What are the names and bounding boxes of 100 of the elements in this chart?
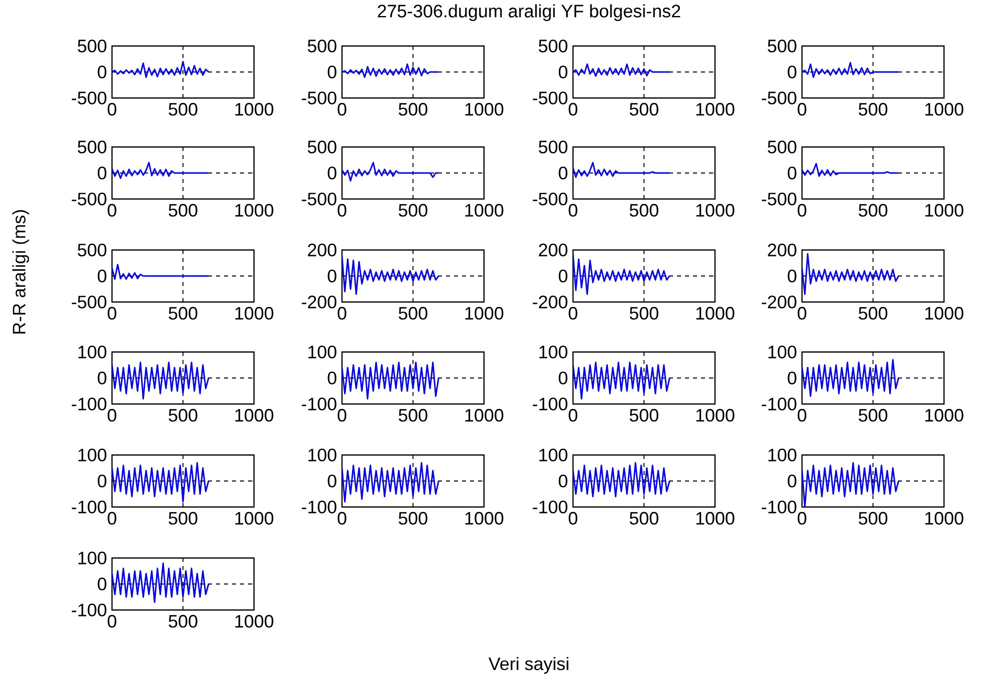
line-series <box>802 359 900 397</box>
y-tick-label: -500 <box>762 92 796 104</box>
text: 275-306.dugum araligi YF bolgesi-ns2 <box>378 4 680 22</box>
y-tick-label: -500 <box>762 192 796 206</box>
line-series <box>802 462 900 507</box>
y-tick-label: -200 <box>302 296 336 308</box>
y-tick-label: 0 <box>788 166 796 180</box>
x-tick-label: 0 <box>568 408 578 422</box>
y-tick-label: -100 <box>302 500 336 514</box>
x-tick-label: 500 <box>168 408 198 422</box>
x-tick-label: 500 <box>168 102 198 116</box>
x-tick-label: 0 <box>798 102 806 116</box>
line-series <box>112 362 210 400</box>
x-tick-label: 500 <box>168 204 198 217</box>
y-tick-label: 0 <box>328 166 336 180</box>
x-tick-label: 500 <box>398 306 428 320</box>
x-tick-label: 0 <box>338 408 346 422</box>
y-tick-label: 500 <box>78 140 106 154</box>
y-tick-label: 0 <box>98 474 106 488</box>
line-series <box>342 462 440 503</box>
x-tick-label: 1000 <box>235 408 274 422</box>
x-tick-label: 0 <box>108 102 116 116</box>
x-tick-label: 500 <box>630 204 658 217</box>
y-tick-label: -500 <box>302 92 336 104</box>
x-tick-label: 0 <box>568 306 578 320</box>
y-tick-label: 0 <box>328 474 336 488</box>
x-tick-label: 0 <box>108 306 116 320</box>
x-tick-label: 0 <box>568 204 578 217</box>
x-tick-label: 1000 <box>465 102 504 116</box>
y-tick-label: 0 <box>558 270 568 282</box>
x-tick-label: 500 <box>168 512 198 525</box>
x-tick-label: 500 <box>398 512 428 525</box>
x-tick-label: 500 <box>630 408 658 422</box>
x-tick-label: 0 <box>798 306 806 320</box>
y-tick-label: 0 <box>328 270 336 282</box>
x-tick-label: 1000 <box>235 204 274 217</box>
y-tick-label: 100 <box>768 346 796 358</box>
x-tick-label: 1000 <box>465 408 504 422</box>
y-tick-label: -200 <box>762 296 796 308</box>
y-tick-label: -500 <box>72 192 106 206</box>
y-tick-label: 0 <box>98 372 106 384</box>
x-tick-label: 500 <box>398 102 428 116</box>
y-tick-label: 100 <box>78 552 106 564</box>
x-tick-label: 500 <box>398 204 428 217</box>
y-tick-label: -100 <box>532 398 568 410</box>
y-tick-label: 100 <box>539 346 568 358</box>
line-series <box>112 562 210 603</box>
x-tick-label: 500 <box>398 408 428 422</box>
y-tick-label: -100 <box>302 398 336 410</box>
x-tick-label: 500 <box>858 102 888 116</box>
y-tick-label: -200 <box>532 296 568 308</box>
x-tick-label: 0 <box>568 102 578 116</box>
y-tick-label: 0 <box>788 474 796 488</box>
x-tick-label: 1000 <box>925 408 964 422</box>
y-tick-label: 0 <box>328 372 336 384</box>
x-tick-label: 500 <box>858 408 888 422</box>
y-tick-label: 0 <box>558 372 568 384</box>
y-tick-label: -100 <box>72 500 106 514</box>
line-series <box>573 362 670 400</box>
x-tick-label: 0 <box>798 408 806 422</box>
x-tick-label: 0 <box>338 306 346 320</box>
x-tick-label: 1000 <box>235 614 274 628</box>
y-tick-label: 100 <box>78 346 106 358</box>
x-tick-label: 1000 <box>925 102 964 116</box>
y-tick-label: 0 <box>558 166 568 180</box>
x-tick-label: 0 <box>338 102 346 116</box>
y-tick-label: 0 <box>788 372 796 384</box>
y-tick-label: -100 <box>72 604 106 616</box>
y-tick-label: -500 <box>72 296 106 308</box>
x-tick-label: 500 <box>630 102 658 116</box>
x-tick-label: 1000 <box>235 102 274 116</box>
x-tick-label: 500 <box>630 512 658 525</box>
y-tick-label: 500 <box>308 140 336 154</box>
line-series <box>342 256 440 295</box>
y-tick-label: 0 <box>98 270 106 282</box>
y-tick-label: 200 <box>308 244 336 256</box>
x-tick-label: 500 <box>858 512 888 525</box>
y-tick-label: -500 <box>72 92 106 104</box>
x-tick-label: 0 <box>108 512 116 525</box>
text: R-R araligi (ms) <box>12 210 30 334</box>
line-series <box>342 362 440 400</box>
y-tick-label: -100 <box>762 500 796 514</box>
line-series <box>802 253 900 295</box>
y-tick-label: -500 <box>532 192 568 206</box>
y-tick-label: 0 <box>788 270 796 282</box>
y-tick-label: 0 <box>328 66 336 78</box>
line-series <box>112 60 210 78</box>
x-tick-label: 0 <box>108 614 116 628</box>
x-tick-label: 1000 <box>465 512 504 525</box>
x-tick-label: 0 <box>108 204 116 217</box>
y-tick-label: -100 <box>532 500 568 514</box>
y-tick-label: 500 <box>308 40 336 52</box>
x-tick-label: 0 <box>338 512 346 525</box>
x-tick-label: 500 <box>168 614 198 628</box>
x-tick-label: 1000 <box>925 204 964 217</box>
y-tick-label: 0 <box>788 66 796 78</box>
y-tick-label: 100 <box>768 448 796 462</box>
x-tick-label: 1000 <box>696 204 734 217</box>
y-tick-label: 0 <box>98 166 106 180</box>
y-tick-label: -500 <box>532 92 568 104</box>
